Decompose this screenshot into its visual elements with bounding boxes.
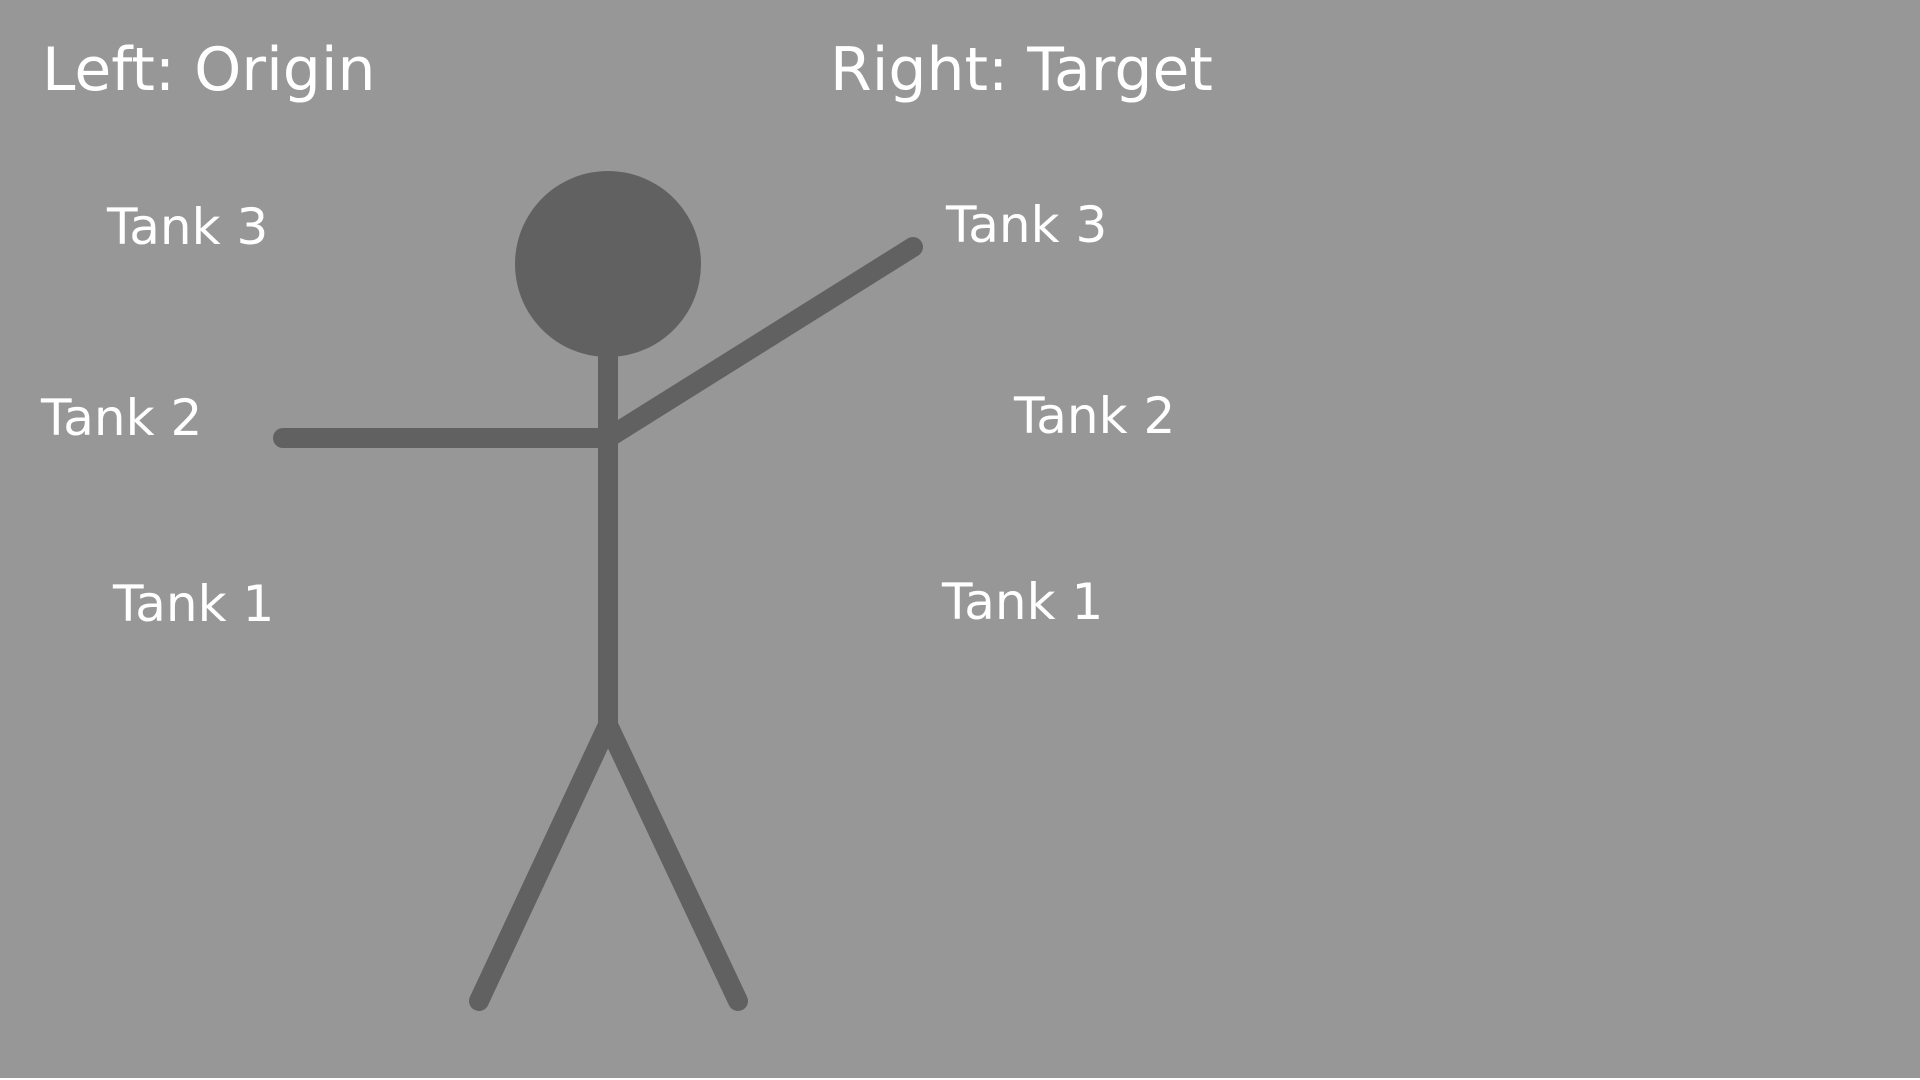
figure-right-leg [598, 715, 748, 1011]
origin-heading: Left: Origin [42, 35, 376, 105]
target-heading: Right: Target [830, 35, 1213, 105]
target-tank-3-label: Tank 3 [946, 196, 1108, 254]
target-tank-1-label: Tank 1 [942, 573, 1104, 631]
figure-right-arm [598, 237, 923, 448]
origin-tank-1-label: Tank 1 [113, 575, 275, 633]
figure-head [515, 171, 701, 357]
bottom-border [0, 1078, 1920, 1080]
origin-tank-3-label: Tank 3 [107, 198, 269, 256]
figure-left-leg [469, 715, 618, 1011]
origin-tank-2-label: Tank 2 [41, 389, 203, 447]
target-tank-2-label: Tank 2 [1014, 387, 1176, 445]
